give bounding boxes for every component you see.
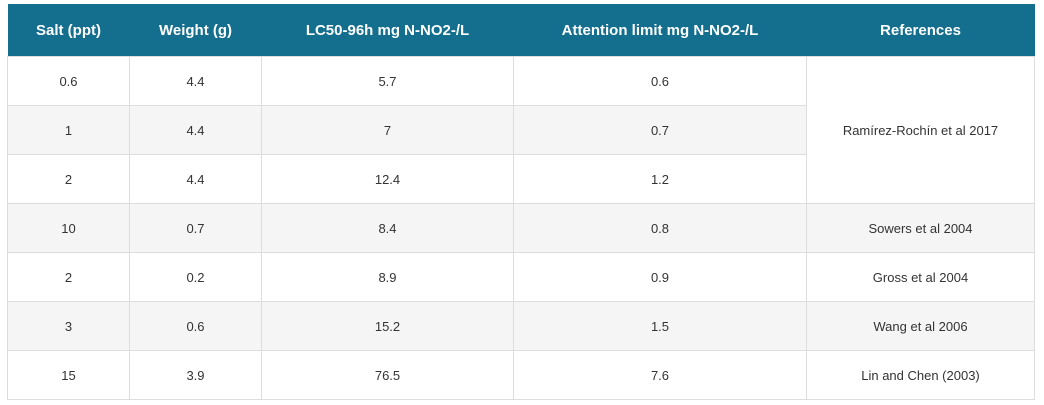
cell-weight: 0.6 [129, 301, 262, 351]
table-row: 10 0.7 8.4 0.8 Sowers et al 2004 [7, 203, 1035, 253]
table-body: 0.6 4.4 5.7 0.6 Ramírez-Rochín et al 201… [7, 56, 1035, 400]
cell-attention-limit: 0.7 [513, 105, 807, 155]
cell-salt: 1 [7, 105, 130, 155]
cell-weight: 4.4 [129, 105, 262, 155]
cell-lc50: 76.5 [261, 350, 514, 400]
cell-weight: 0.2 [129, 252, 262, 302]
cell-reference-merged: Ramírez-Rochín et al 2017 [806, 56, 1035, 204]
header-salt: Salt (ppt) [7, 4, 130, 57]
cell-attention-limit: 1.5 [513, 301, 807, 351]
cell-weight: 4.4 [129, 154, 262, 204]
cell-reference: Wang et al 2006 [806, 301, 1035, 351]
cell-attention-limit: 7.6 [513, 350, 807, 400]
table-row: 15 3.9 76.5 7.6 Lin and Chen (2003) [7, 350, 1035, 400]
header-row: Salt (ppt) Weight (g) LC50-96h mg N-NO2-… [7, 4, 1035, 57]
table-row: 2 4.4 12.4 1.2 [7, 154, 1035, 204]
table-row: 0.6 4.4 5.7 0.6 Ramírez-Rochín et al 201… [7, 56, 1035, 204]
cell-lc50: 8.4 [261, 203, 514, 253]
cell-salt: 2 [7, 252, 130, 302]
header-references: References [806, 4, 1035, 57]
cell-weight: 0.7 [129, 203, 262, 253]
header-attention-limit: Attention limit mg N-NO2-/L [513, 4, 807, 57]
cell-attention-limit: 0.9 [513, 252, 807, 302]
table-header: Salt (ppt) Weight (g) LC50-96h mg N-NO2-… [7, 4, 1035, 57]
cell-salt: 15 [7, 350, 130, 400]
cell-attention-limit: 0.6 [513, 56, 807, 106]
cell-reference: Lin and Chen (2003) [806, 350, 1035, 400]
table-row: 3 0.6 15.2 1.5 Wang et al 2006 [7, 301, 1035, 351]
cell-salt: 2 [7, 154, 130, 204]
cell-attention-limit: 1.2 [513, 154, 807, 204]
cell-salt: 3 [7, 301, 130, 351]
table-row: 1 4.4 7 0.7 [7, 105, 1035, 155]
cell-weight: 3.9 [129, 350, 262, 400]
header-lc50: LC50-96h mg N-NO2-/L [261, 4, 514, 57]
cell-weight: 4.4 [129, 56, 262, 106]
cell-salt: 10 [7, 203, 130, 253]
cell-lc50: 5.7 [261, 56, 514, 106]
toxicity-table: Salt (ppt) Weight (g) LC50-96h mg N-NO2-… [7, 4, 1035, 400]
cell-salt: 0.6 [7, 56, 130, 106]
header-weight: Weight (g) [129, 4, 262, 57]
cell-reference: Gross et al 2004 [806, 252, 1035, 302]
cell-lc50: 15.2 [261, 301, 514, 351]
data-table-container: Salt (ppt) Weight (g) LC50-96h mg N-NO2-… [7, 4, 1035, 400]
cell-lc50: 7 [261, 105, 514, 155]
cell-attention-limit: 0.8 [513, 203, 807, 253]
cell-lc50: 8.9 [261, 252, 514, 302]
table-row: 2 0.2 8.9 0.9 Gross et al 2004 [7, 252, 1035, 302]
cell-reference: Sowers et al 2004 [806, 203, 1035, 253]
cell-lc50: 12.4 [261, 154, 514, 204]
